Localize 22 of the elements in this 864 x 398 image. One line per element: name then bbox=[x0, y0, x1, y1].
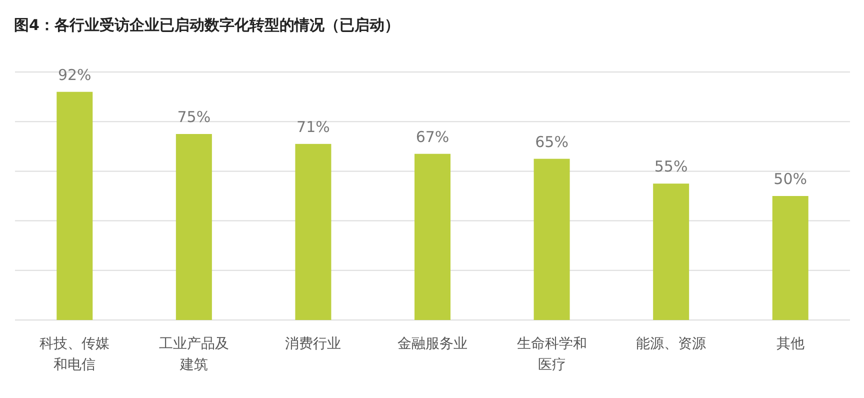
x-tick-label: 金融服务业 bbox=[396, 335, 468, 354]
bar bbox=[653, 184, 690, 320]
bar bbox=[295, 144, 332, 320]
x-tick-label: 生命科学和医疗 bbox=[516, 335, 588, 375]
data-label: 67% bbox=[416, 128, 450, 146]
bar bbox=[534, 158, 570, 320]
bar bbox=[414, 154, 450, 320]
data-label: 75% bbox=[177, 108, 211, 126]
data-label: 65% bbox=[535, 132, 568, 151]
x-tick-label: 消费行业 bbox=[284, 335, 342, 354]
data-label: 50% bbox=[774, 170, 808, 188]
data-label: 55% bbox=[654, 158, 688, 176]
bar bbox=[176, 134, 212, 320]
x-tick-label: 科技、传媒和电信 bbox=[38, 335, 111, 375]
x-tick-label: 能源、资源 bbox=[635, 335, 708, 354]
x-tick-label: 工业产品及建筑 bbox=[158, 335, 230, 375]
data-label: 71% bbox=[296, 118, 330, 136]
x-tick-label: 其他 bbox=[775, 335, 806, 354]
chart-title: 图4：各行业受访企业已启动数字化转型的情况（已启动） bbox=[14, 16, 400, 34]
bar bbox=[56, 92, 93, 320]
data-label: 92% bbox=[58, 66, 92, 84]
bar bbox=[772, 196, 808, 320]
